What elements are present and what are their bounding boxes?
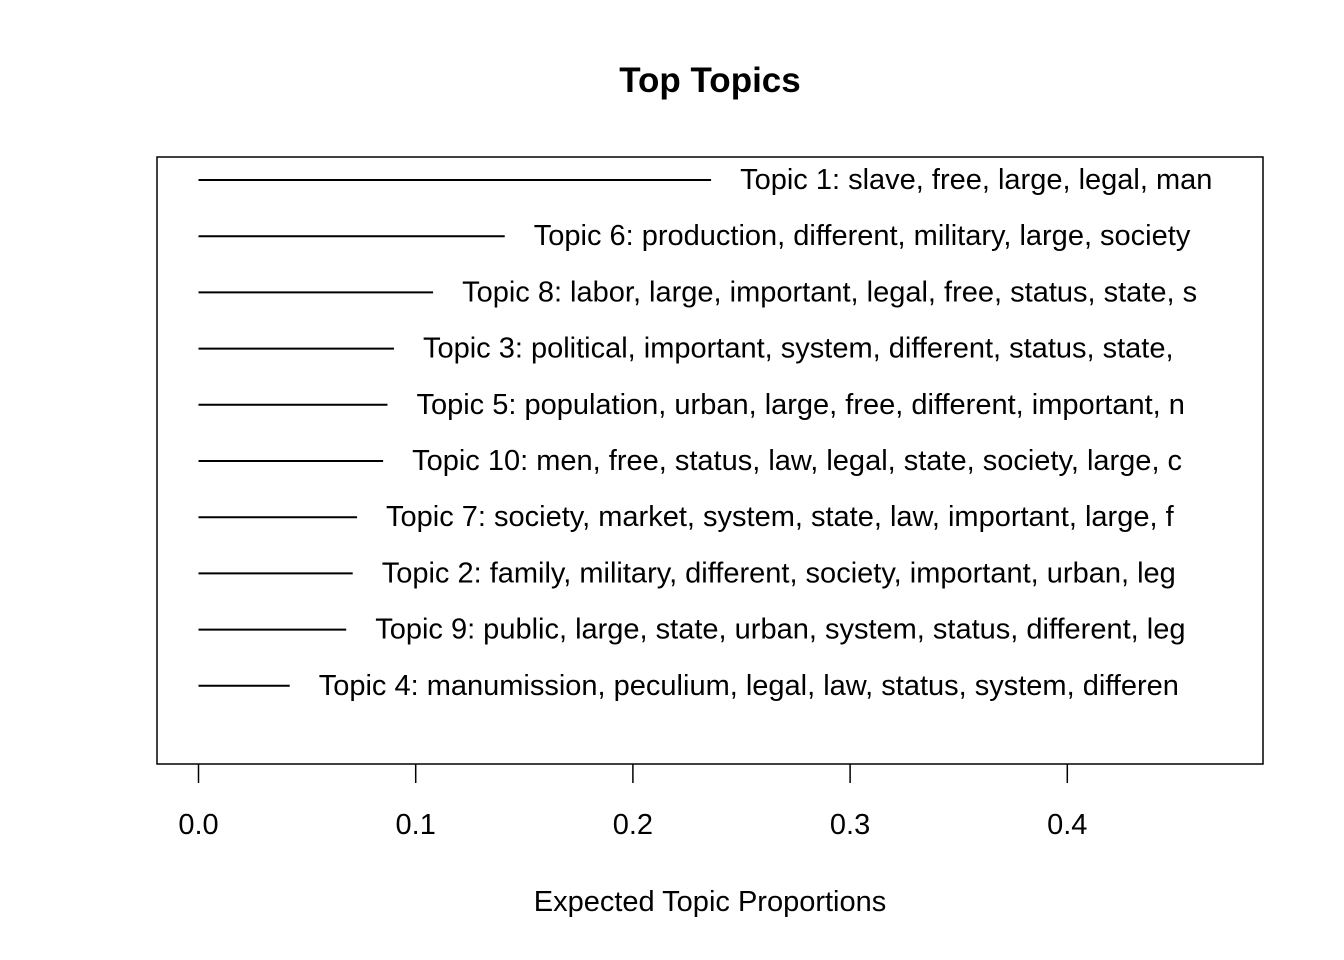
topic-label: Topic 3: political, important, system, d… — [423, 333, 1174, 365]
topic-label: Topic 6: production, different, military… — [534, 220, 1191, 252]
x-tick-label: 0.1 — [396, 809, 436, 841]
topic-label: Topic 2: family, military, different, so… — [382, 557, 1176, 589]
plot-frame — [156, 156, 1264, 765]
topic-label: Topic 8: labor, large, important, legal,… — [462, 276, 1197, 308]
topic-label: Topic 9: public, large, state, urban, sy… — [375, 614, 1185, 646]
topic-marks: Topic 1: slave, free, large, legal, man T… — [198, 164, 1212, 702]
x-tick-label: 0.3 — [830, 809, 870, 841]
x-tick-label: 0.2 — [613, 809, 653, 841]
topic-label: Topic 1: slave, free, large, legal, man — [740, 164, 1212, 196]
x-tick-label: 0.4 — [1047, 809, 1087, 841]
topic-label: Topic 10: men, free, status, law, legal,… — [412, 445, 1182, 477]
x-axis: 0.0 0.1 0.2 0.3 0.4 — [178, 764, 1087, 841]
x-axis-label: Expected Topic Proportions — [534, 886, 887, 918]
topic-label: Topic 5: population, urban, large, free,… — [416, 389, 1184, 421]
chart-title: Top Topics — [619, 61, 800, 100]
x-tick-label: 0.0 — [178, 809, 218, 841]
topic-label: Topic 7: society, market, system, state,… — [386, 501, 1175, 533]
topic-label: Topic 4: manumission, peculium, legal, l… — [319, 670, 1179, 702]
